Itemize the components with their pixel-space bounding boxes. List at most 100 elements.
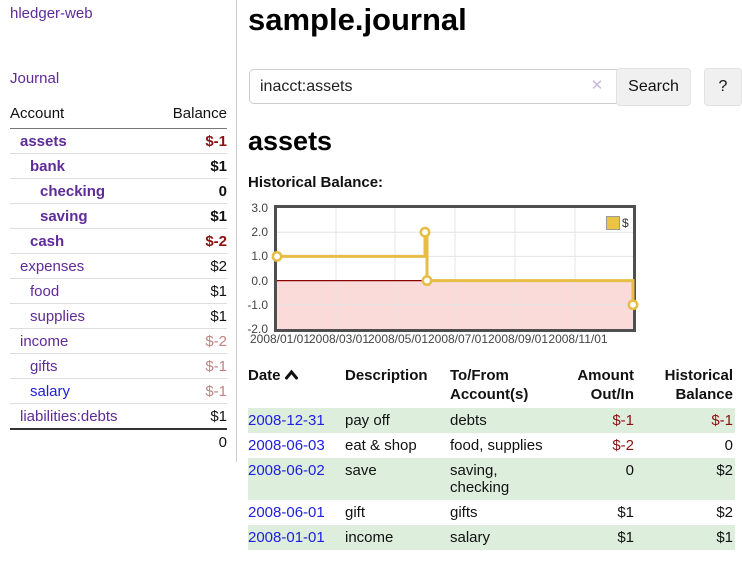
account-balance: $-2: [154, 228, 227, 254]
x-tick-label: 2008/03/01: [308, 332, 370, 346]
transaction-row: 2008-12-31 pay off debts $-1 $-1: [248, 408, 735, 433]
transaction-accounts: saving, checking: [450, 462, 510, 496]
column-header-description[interactable]: Description: [345, 367, 428, 384]
account-row: bank $1: [10, 153, 227, 179]
sidebar-item-journal[interactable]: Journal: [10, 70, 60, 87]
account-link-saving[interactable]: saving: [40, 208, 88, 225]
x-tick-label: 2008/05/01: [367, 332, 429, 346]
account-link-salary[interactable]: salary: [30, 383, 71, 400]
chart-title: Historical Balance:: [248, 174, 384, 191]
transaction-balance: 0: [724, 437, 733, 454]
account-row: checking 0: [10, 178, 227, 204]
account-balance: $1: [154, 303, 227, 329]
account-balance: $-1: [154, 128, 227, 154]
transaction-row: 2008-06-03 eat & shop food, supplies $-2…: [248, 433, 735, 458]
account-row: salary $-1: [10, 378, 227, 404]
register-table: Date Description To/From Account(s) Amou…: [248, 364, 735, 550]
account-balance: 0: [154, 178, 227, 204]
transaction-description: pay off: [345, 412, 390, 429]
account-link-supplies[interactable]: supplies: [30, 308, 86, 325]
legend-label: $: [622, 216, 629, 230]
transaction-date-link[interactable]: 2008-12-31: [248, 412, 325, 429]
account-row: liabilities:debts $1: [10, 403, 227, 429]
column-header-account[interactable]: To/From Account(s): [450, 367, 529, 403]
accounts-total-row: 0: [10, 428, 227, 454]
transaction-row: 2008-06-01 gift gifts $1 $2: [248, 500, 735, 525]
account-row: cash $-2: [10, 228, 227, 254]
account-row: income $-2: [10, 328, 227, 354]
x-tick-label: 2008/09/01: [487, 332, 549, 346]
accounts-table: Account Balance assets $-1 bank $1 checkin…: [10, 103, 227, 454]
x-tick-label: 2008/01/01: [249, 332, 311, 346]
transaction-balance: $1: [716, 529, 733, 546]
column-header-balance[interactable]: Historical Balance: [664, 367, 733, 403]
transaction-date-link[interactable]: 2008-06-02: [248, 462, 325, 479]
transaction-date-link[interactable]: 2008-06-01: [248, 504, 325, 521]
account-link-cash[interactable]: cash: [30, 233, 65, 250]
clear-search-icon[interactable]: ✕: [590, 77, 604, 94]
account-balance: $1: [154, 153, 227, 179]
chart-canvas: [271, 208, 639, 329]
transaction-description: save: [345, 462, 377, 479]
transaction-balance: $2: [716, 504, 733, 521]
x-tick-label: 2008/07/01: [427, 332, 489, 346]
account-link-gifts[interactable]: gifts: [30, 358, 58, 375]
account-balance: $-2: [154, 328, 227, 354]
transaction-balance: $2: [716, 462, 733, 479]
transaction-date-link[interactable]: 2008-06-03: [248, 437, 325, 454]
transaction-balance: $-1: [711, 412, 733, 429]
transaction-amount: 0: [625, 462, 634, 479]
y-tick-label: -2.0: [247, 322, 268, 336]
search-button[interactable]: Search: [616, 68, 691, 106]
account-row: food $1: [10, 278, 227, 304]
y-tick-label: 3.0: [251, 201, 268, 215]
app-title-link[interactable]: hledger-web: [10, 5, 93, 22]
y-tick-label: -1.0: [247, 298, 268, 312]
transaction-amount: $1: [617, 529, 634, 546]
column-header-date[interactable]: Date: [248, 364, 345, 408]
accounts-header-account: Account: [10, 103, 155, 129]
data-point-markers: [271, 226, 639, 311]
account-row: expenses $2: [10, 253, 227, 279]
chart-legend: $: [606, 216, 629, 230]
account-balance: $1: [154, 403, 227, 429]
transaction-description: gift: [345, 504, 366, 521]
account-link-liabilities-debts[interactable]: liabilities:debts: [20, 408, 118, 425]
legend-swatch-icon: [606, 216, 620, 230]
transaction-amount: $-2: [612, 437, 634, 454]
account-row: gifts $-1: [10, 353, 227, 379]
account-link-bank[interactable]: bank: [30, 158, 66, 175]
account-link-checking[interactable]: checking: [40, 183, 106, 200]
column-header-amount[interactable]: Amount Out/In: [577, 367, 634, 403]
accounts-header-balance: Balance: [154, 103, 227, 129]
transaction-description: income: [345, 529, 394, 546]
sidebar: hledger-web Journal Account Balance asse…: [0, 0, 237, 462]
transaction-row: 2008-01-01 income salary $1 $1: [248, 525, 735, 550]
account-row: supplies $1: [10, 303, 227, 329]
gridlines: [277, 208, 633, 329]
account-row: assets $-1: [10, 128, 227, 154]
y-tick-label: 0.0: [251, 274, 268, 288]
account-row: saving $1: [10, 203, 227, 229]
accounts-total-value: 0: [154, 428, 227, 454]
account-balance: $-1: [154, 353, 227, 379]
account-balance: $1: [154, 203, 227, 229]
account-link-expenses[interactable]: expenses: [20, 258, 85, 275]
sort-ascending-icon: [284, 366, 298, 385]
transaction-accounts: gifts: [450, 504, 478, 521]
account-balance: $1: [154, 278, 227, 304]
account-heading: assets: [248, 126, 333, 156]
transaction-accounts: salary: [450, 529, 491, 546]
account-link-assets[interactable]: assets: [20, 133, 67, 150]
transaction-accounts: debts: [450, 412, 487, 429]
search-input[interactable]: [249, 69, 633, 104]
account-link-income[interactable]: income: [20, 333, 69, 350]
account-link-food[interactable]: food: [30, 283, 60, 300]
y-tick-label: 2.0: [251, 225, 268, 239]
y-tick-label: 1.0: [251, 249, 268, 263]
transaction-date-link[interactable]: 2008-01-01: [248, 529, 325, 546]
transaction-row: 2008-06-02 save saving, checking 0 $2: [248, 458, 735, 500]
help-button[interactable]: ?: [704, 68, 742, 106]
transaction-amount: $-1: [612, 412, 634, 429]
transaction-accounts: food, supplies: [450, 437, 543, 454]
